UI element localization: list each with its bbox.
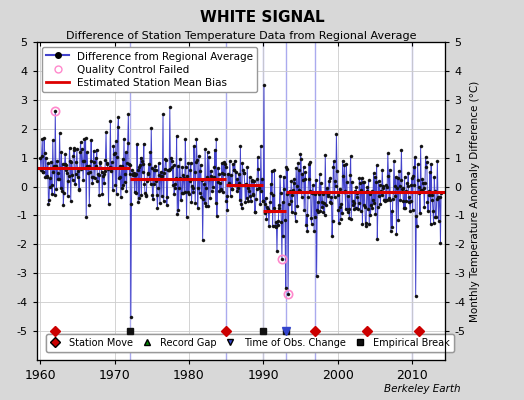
Title: Difference of Station Temperature Data from Regional Average: Difference of Station Temperature Data f… [66, 31, 416, 41]
Text: Berkeley Earth: Berkeley Earth [385, 384, 461, 394]
Legend: Station Move, Record Gap, Time of Obs. Change, Empirical Break: Station Move, Record Gap, Time of Obs. C… [46, 334, 454, 352]
Y-axis label: Monthly Temperature Anomaly Difference (°C): Monthly Temperature Anomaly Difference (… [470, 80, 479, 322]
Text: WHITE SIGNAL: WHITE SIGNAL [200, 10, 324, 25]
